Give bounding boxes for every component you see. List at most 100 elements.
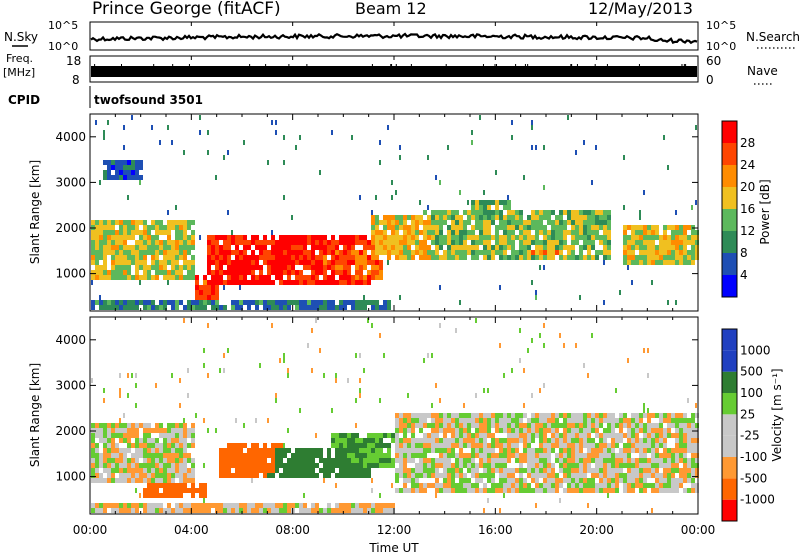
heatmap-cell [167, 220, 171, 225]
heatmap-cell [251, 300, 255, 305]
heatmap-cell [667, 463, 671, 468]
heatmap-cell [99, 295, 101, 300]
heatmap-cell [499, 245, 503, 250]
heatmap-cell [291, 300, 295, 305]
heatmap-cell [155, 245, 159, 250]
heatmap-cell [371, 300, 375, 305]
heatmap-cell [423, 210, 427, 215]
heatmap-cell [99, 503, 103, 508]
heatmap-cell [547, 220, 551, 225]
heatmap-cell [155, 240, 159, 245]
heatmap-cell [679, 433, 683, 438]
heatmap-cell [139, 255, 143, 260]
heatmap-cell [395, 428, 399, 433]
heatmap-cell [111, 255, 115, 260]
heatmap-cell [263, 235, 267, 240]
heatmap-cell [403, 240, 407, 245]
heatmap-cell [115, 508, 119, 513]
heatmap-cell [467, 210, 471, 215]
heatmap-cell [199, 115, 201, 120]
heatmap-cell [371, 210, 373, 215]
heatmap-cell [299, 260, 303, 265]
heatmap-cell [647, 255, 651, 260]
heatmap-cell [231, 260, 235, 265]
heatmap-cell [119, 418, 121, 423]
heatmap-cell [95, 220, 99, 225]
heatmap-cell [643, 473, 647, 478]
heatmap-cell [587, 220, 591, 225]
heatmap-cell [355, 270, 359, 275]
heatmap-cell [559, 333, 561, 338]
heatmap-cell [603, 418, 607, 423]
heatmap-cell [195, 290, 199, 295]
heatmap-cell [99, 225, 103, 230]
heatmap-cell [471, 230, 475, 235]
heatmap-cell [179, 453, 183, 458]
heatmap-cell [267, 300, 271, 305]
heatmap-cell [599, 235, 603, 240]
heatmap-cell [403, 418, 407, 423]
heatmap-cell [115, 250, 119, 255]
heatmap-cell [123, 175, 127, 180]
heatmap-cell [595, 225, 599, 230]
heatmap-cell [535, 453, 539, 458]
heatmap-cell [131, 423, 135, 428]
heatmap-cell [579, 468, 583, 473]
heatmap-cell [135, 443, 139, 448]
heatmap-cell [215, 300, 219, 305]
heatmap-cell [687, 225, 691, 230]
heatmap-cell [643, 230, 647, 235]
heatmap-cell [659, 235, 663, 240]
heatmap-cell [131, 433, 135, 438]
heatmap-cell [487, 220, 491, 225]
heatmap-cell [179, 488, 183, 493]
heatmap-cell [431, 240, 435, 245]
heatmap-cell [395, 453, 399, 458]
heatmap-cell [131, 468, 135, 473]
heatmap-cell [351, 305, 355, 310]
heatmap-cell [315, 270, 319, 275]
heatmap-cell [95, 478, 99, 483]
heatmap-cell [271, 463, 275, 468]
heatmap-cell [579, 295, 581, 300]
heatmap-cell [339, 448, 343, 453]
heatmap-cell [495, 230, 499, 235]
heatmap-cell [575, 215, 579, 220]
heatmap-cell [523, 448, 527, 453]
heatmap-cell [459, 488, 463, 493]
heatmap-cell [535, 463, 539, 468]
heatmap-cell [183, 433, 187, 438]
heatmap-cell [551, 418, 555, 423]
heatmap-cell [171, 508, 175, 513]
heatmap-cell [443, 210, 447, 215]
heatmap-cell [171, 483, 175, 488]
heatmap-cell [567, 468, 571, 473]
heatmap-cell [263, 448, 267, 453]
heatmap-cell [283, 448, 287, 453]
heatmap-cell [663, 433, 667, 438]
heatmap-cell [439, 488, 443, 493]
heatmap-cell [435, 448, 439, 453]
heatmap-cell [395, 478, 399, 483]
heatmap-cell [331, 433, 335, 438]
heatmap-cell [295, 305, 299, 310]
heatmap-cell [551, 220, 555, 225]
heatmap-cell [331, 408, 333, 413]
heatmap-cell [139, 463, 143, 468]
heatmap-cell [663, 443, 667, 448]
heatmap-cell [131, 160, 135, 165]
heatmap-cell [107, 235, 111, 240]
heatmap-cell [363, 438, 367, 443]
heatmap-cell [447, 428, 451, 433]
heatmap-cell [587, 235, 591, 240]
heatmap-cell [551, 250, 555, 255]
colorbar-tick-label: 28 [740, 136, 755, 150]
heatmap-cell [591, 423, 595, 428]
heatmap-cell [647, 463, 651, 468]
heatmap-cell [171, 473, 175, 478]
heatmap-cell [231, 458, 235, 463]
heatmap-cell [555, 433, 559, 438]
heatmap-cell [119, 448, 123, 453]
